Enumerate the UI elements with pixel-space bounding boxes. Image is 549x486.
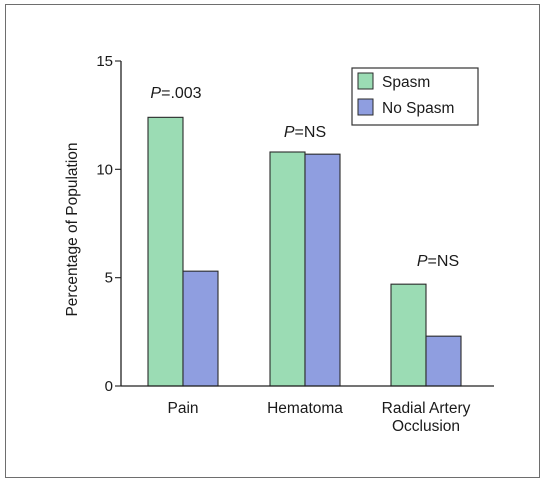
y-axis-title: Percentage of Population <box>64 142 81 316</box>
axes <box>120 61 494 387</box>
bar-no-spasm <box>425 335 462 387</box>
y-axis-ticks: 0 5 10 15 <box>96 53 121 395</box>
p-value-annotations: P=.003 P=NS P=NS <box>150 85 459 270</box>
category-label: Hematoma <box>267 400 343 417</box>
category-label: Pain <box>167 400 198 417</box>
legend-label: Spasm <box>382 74 430 91</box>
bar-no-spasm <box>304 153 341 387</box>
legend-swatch <box>357 98 374 116</box>
y-tick-label: 0 <box>105 378 113 395</box>
p-value-label: P=.003 <box>150 85 201 102</box>
bar-no-spasm <box>182 270 219 387</box>
legend: Spasm No Spasm <box>351 67 479 126</box>
bar-spasm <box>390 283 427 387</box>
legend-swatch <box>357 72 374 90</box>
y-tick-label: 15 <box>96 53 113 70</box>
bar-spasm <box>269 151 306 387</box>
p-value-label: P=NS <box>284 124 326 141</box>
category-labels: Pain Hematoma Radial Artery Occlusion <box>167 400 470 435</box>
p-value-label: P=NS <box>417 253 459 270</box>
y-tick-label: 5 <box>105 270 113 287</box>
legend-label: No Spasm <box>382 100 454 117</box>
category-label: Radial Artery Occlusion <box>382 400 471 435</box>
y-tick-label: 10 <box>96 161 113 178</box>
bar-spasm <box>147 116 184 387</box>
bars <box>147 116 462 387</box>
